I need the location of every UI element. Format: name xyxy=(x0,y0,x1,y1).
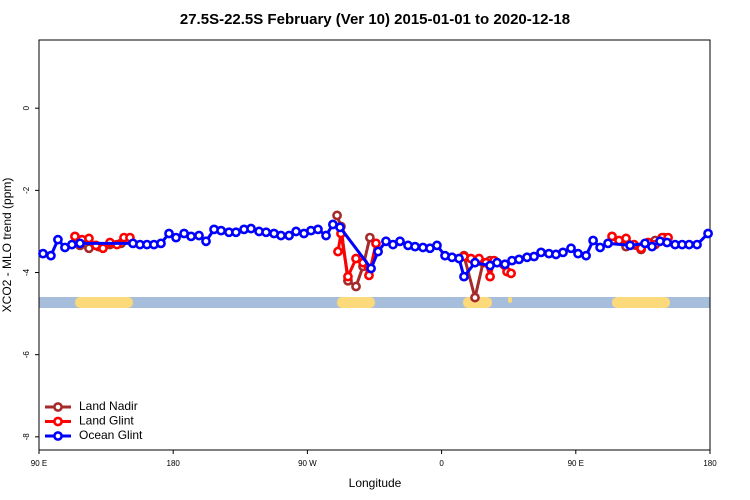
data-point xyxy=(470,292,480,303)
data-point xyxy=(201,236,211,247)
x-tick-label: 180 xyxy=(703,459,717,468)
data-point xyxy=(351,253,361,264)
data-point xyxy=(558,247,568,258)
data-point xyxy=(529,251,539,262)
y-tick-label: 0 xyxy=(22,105,31,110)
data-point xyxy=(194,230,204,241)
data-point xyxy=(410,241,420,252)
data-point xyxy=(321,230,331,241)
data-point xyxy=(373,246,383,257)
data-point xyxy=(703,228,713,239)
data-point xyxy=(313,224,323,235)
data-point xyxy=(395,236,405,247)
x-tick-label: 90 E xyxy=(568,459,584,468)
land-patch xyxy=(75,297,133,308)
data-point xyxy=(284,230,294,241)
data-point xyxy=(364,232,375,243)
data-point xyxy=(588,235,598,246)
data-point xyxy=(351,281,361,292)
data-point xyxy=(343,271,353,282)
data-point xyxy=(216,225,226,236)
data-point xyxy=(573,248,583,259)
data-point xyxy=(261,227,271,238)
y-tick-label: -8 xyxy=(22,433,31,441)
chart-title: 27.5S-22.5S February (Ver 10) 2015-01-01… xyxy=(180,11,570,28)
legend-marker xyxy=(53,402,63,412)
y-tick-label: -2 xyxy=(22,186,31,194)
y-axis-label: XCO2 - MLO trend (ppm) xyxy=(0,178,14,313)
data-point xyxy=(276,230,286,241)
x-axis-label: Longitude xyxy=(349,476,402,490)
data-point xyxy=(164,228,174,239)
y-tick-label: -4 xyxy=(22,268,31,276)
data-point xyxy=(371,238,381,249)
plot-frame xyxy=(38,39,711,451)
land-patch xyxy=(337,297,375,308)
x-tick-label: 180 xyxy=(167,459,181,468)
legend-label: Ocean Glint xyxy=(79,428,143,442)
x-tick-label: 90 E xyxy=(31,459,47,468)
data-point xyxy=(333,246,343,257)
land-patch xyxy=(463,297,492,308)
data-point xyxy=(98,243,108,254)
data-point xyxy=(46,250,56,261)
data-point xyxy=(432,240,442,251)
data-point xyxy=(231,227,241,238)
series xyxy=(38,219,713,282)
data-point xyxy=(603,238,613,249)
data-point xyxy=(566,243,576,254)
data-point xyxy=(454,253,464,264)
data-point xyxy=(581,250,591,261)
data-point xyxy=(536,247,546,258)
x-tick-label: 0 xyxy=(439,459,444,468)
legend-label: Land Glint xyxy=(79,414,134,428)
data-point xyxy=(246,223,256,234)
legend-marker xyxy=(53,416,63,427)
data-point xyxy=(332,210,342,221)
data-point xyxy=(470,257,480,268)
data-point xyxy=(500,259,510,270)
data-point xyxy=(607,231,617,242)
data-point xyxy=(485,271,495,282)
land-patch xyxy=(612,297,670,308)
data-point xyxy=(625,240,635,251)
data-point xyxy=(459,271,469,282)
data-point xyxy=(692,239,702,250)
data-point xyxy=(171,232,181,243)
data-point xyxy=(75,238,85,249)
data-point xyxy=(492,257,502,268)
data-point xyxy=(84,233,94,244)
data-point xyxy=(506,268,516,279)
data-point xyxy=(53,234,63,245)
y-tick-label: -6 xyxy=(22,351,31,359)
data-point xyxy=(621,233,631,244)
data-point xyxy=(647,241,657,252)
land-mask xyxy=(39,297,710,308)
data-point xyxy=(186,231,196,242)
data-point xyxy=(156,238,166,249)
data-point xyxy=(67,239,77,250)
data-point xyxy=(335,222,345,233)
data-point xyxy=(662,237,672,248)
data-point xyxy=(684,239,695,250)
x-tick-label: 90 W xyxy=(298,459,317,468)
legend-marker xyxy=(53,431,63,441)
land-patch xyxy=(508,297,512,303)
data-point xyxy=(38,248,48,259)
data-point xyxy=(291,226,301,237)
legend-label: Land Nadir xyxy=(79,399,138,413)
data-point xyxy=(366,263,376,274)
data-point xyxy=(514,254,524,265)
data-point xyxy=(595,242,606,253)
